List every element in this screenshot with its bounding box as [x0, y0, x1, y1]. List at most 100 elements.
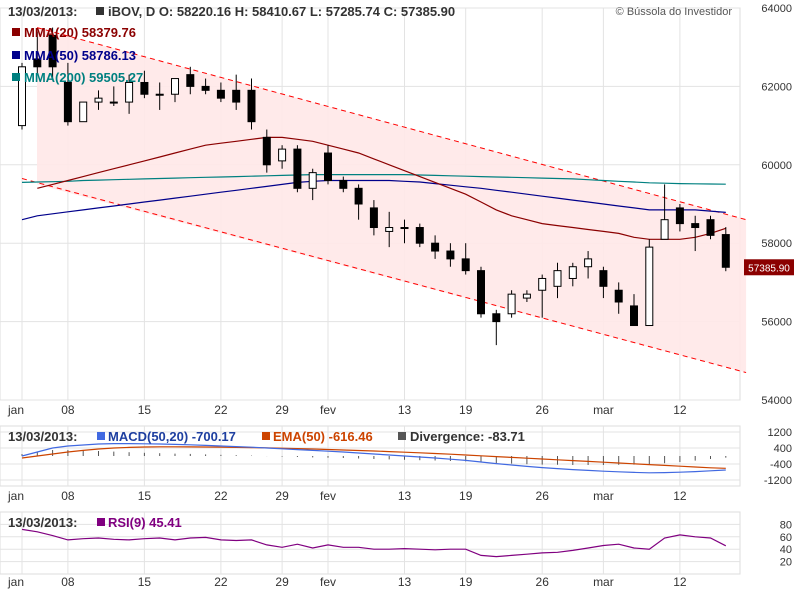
candle-body — [553, 270, 562, 287]
candle — [721, 227, 730, 272]
x-tick-label: fev — [320, 575, 336, 589]
candle — [63, 62, 72, 126]
y-tick-label: 80 — [780, 519, 792, 531]
candle-body — [522, 293, 531, 299]
x-tick-label: jan — [7, 575, 24, 589]
ema-label: EMA(50) -616.46 — [273, 429, 373, 444]
candle-body — [568, 266, 577, 279]
candle — [568, 262, 577, 287]
x-tick-label: 12 — [673, 575, 687, 589]
candle — [660, 184, 669, 240]
candle — [477, 266, 485, 318]
candle — [94, 90, 103, 110]
x-tick-label: 13 — [398, 403, 412, 417]
candle-body — [216, 89, 225, 99]
mma50-line — [21, 179, 726, 221]
y-tick-label: 54000 — [761, 395, 792, 407]
macd-panel: 1200 400 -400 -1200 jan 08 15 22 29 fev 13 19 26 mar… — [0, 425, 792, 503]
macd-line — [21, 443, 726, 474]
mma200-label: MMA(200) 59505.27 — [24, 70, 143, 85]
candle — [492, 309, 501, 346]
candle-body — [538, 277, 547, 291]
candle — [522, 290, 531, 302]
x-tick-label: 26 — [536, 489, 550, 503]
x-tick-label: jan — [7, 489, 24, 503]
candle-body — [599, 270, 608, 287]
candle — [339, 176, 348, 193]
candle-body — [308, 172, 317, 189]
candle — [369, 200, 378, 236]
mma20-line — [37, 136, 726, 240]
candle — [171, 78, 179, 103]
x-tick-label: 22 — [214, 489, 228, 503]
rsi-label: RSI(9) 45.41 — [108, 515, 182, 530]
candle-body — [415, 227, 424, 244]
price-x-axis: jan 08 15 22 29 fev 13 19 26 mar 12 — [7, 403, 687, 417]
macd-x-axis: jan 08 15 22 29 fev 13 19 26 mar 12 — [7, 489, 687, 503]
divergence-square-icon — [398, 432, 406, 440]
candle — [201, 78, 210, 95]
candle-body — [186, 74, 195, 87]
candle-body — [247, 89, 256, 123]
candle — [538, 274, 547, 318]
macd-y-axis: 1200 400 -400 -1200 — [764, 427, 792, 487]
candle — [645, 239, 654, 327]
candle — [354, 184, 363, 220]
candle-body — [339, 179, 348, 189]
candle — [155, 82, 164, 110]
candle-body — [492, 313, 501, 323]
last-price-tag: 57385.90 — [744, 259, 794, 276]
candle — [415, 223, 424, 248]
x-tick-label: 15 — [138, 403, 152, 417]
candle-body — [645, 246, 654, 327]
candle-body — [507, 293, 516, 315]
candle-body — [706, 219, 715, 236]
rsi-grid — [0, 511, 741, 575]
candle-body — [324, 152, 332, 181]
candle — [691, 215, 700, 252]
last-price-tag-bg — [744, 259, 794, 276]
candle — [247, 78, 256, 130]
mma50-label: MMA(50) 58786.13 — [24, 48, 136, 63]
candle — [553, 262, 562, 299]
candle-body — [48, 34, 57, 68]
candle — [308, 168, 317, 201]
price-y-axis: 54000 56000 58000 60000 62000 64000 — [761, 3, 792, 407]
x-tick-label: mar — [593, 575, 614, 589]
x-tick-label: 22 — [214, 403, 228, 417]
candle — [614, 282, 623, 314]
candle-body — [278, 148, 287, 162]
rsi-header-date: 13/03/2013: — [8, 515, 77, 530]
header-square-icon — [96, 7, 104, 15]
price-legend: 13/03/2013: iBOV, D O: 58220.16 H: 58410… — [8, 4, 732, 85]
candle-body — [630, 305, 638, 327]
x-tick-label: 29 — [275, 489, 289, 503]
x-tick-label: 12 — [673, 489, 687, 503]
y-tick-label: 1200 — [768, 427, 792, 439]
candle-body — [79, 101, 88, 123]
candle-body — [171, 78, 179, 95]
macd-header-date: 13/03/2013: — [8, 429, 77, 444]
candle-body — [18, 66, 26, 127]
candle-body — [63, 81, 72, 123]
candle-body — [155, 93, 164, 96]
candle-body — [691, 223, 700, 229]
rsi-x-axis: jan 08 15 22 29 fev 13 19 26 mar 12 — [7, 575, 687, 589]
panel-frame — [0, 425, 741, 487]
candle — [186, 66, 195, 95]
y-tick-label: -400 — [770, 459, 792, 471]
candle — [140, 70, 149, 99]
candle-body — [33, 58, 42, 68]
x-tick-label: 12 — [673, 403, 687, 417]
x-tick-label: 08 — [61, 575, 75, 589]
channel-lower-line — [21, 178, 747, 374]
candle — [431, 235, 440, 259]
candle — [48, 27, 57, 79]
candle — [324, 145, 332, 185]
mma50-square-icon — [12, 51, 20, 59]
x-tick-label: fev — [320, 403, 336, 417]
